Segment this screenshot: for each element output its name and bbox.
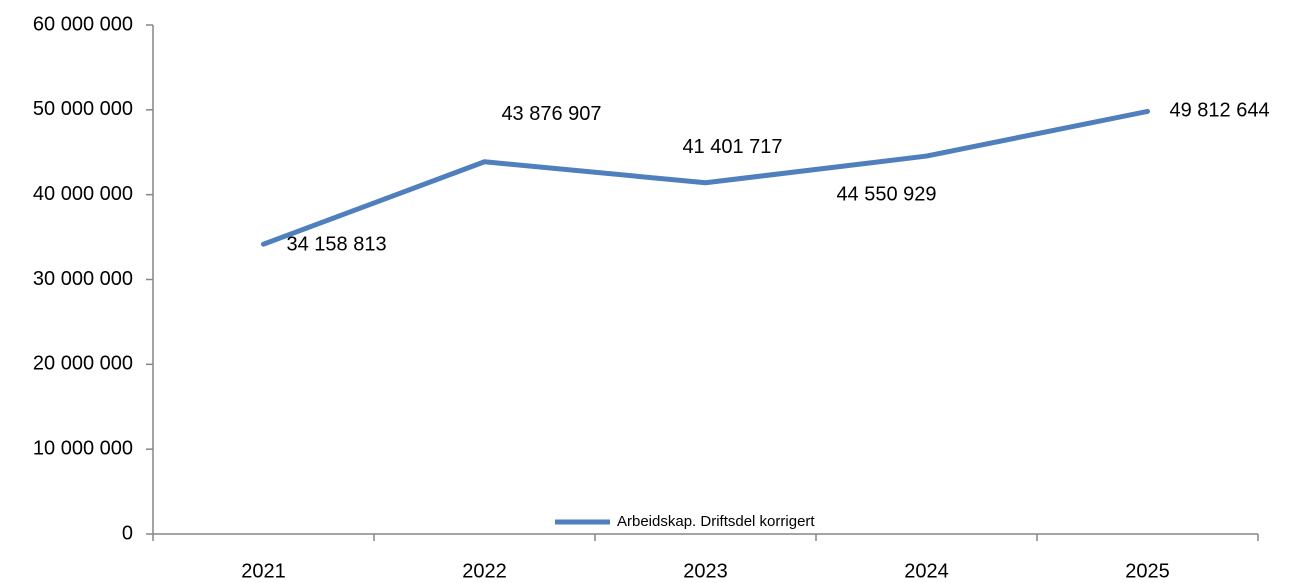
- y-tick-label: 20 000 000: [33, 353, 133, 375]
- y-tick-label: 60 000 000: [33, 13, 133, 35]
- data-label: 44 550 929: [836, 183, 936, 205]
- legend-label: Arbeidskap. Driftsdel korrigert: [617, 513, 815, 530]
- x-tick-label: 2023: [683, 560, 728, 582]
- data-label: 49 812 644: [1170, 100, 1270, 122]
- data-line: [261, 108, 1150, 247]
- data-label: 34 158 813: [287, 234, 387, 256]
- x-tick-label: 2024: [904, 560, 949, 582]
- data-label: 41 401 717: [682, 136, 782, 158]
- x-tick-label: 2021: [241, 560, 286, 582]
- y-tick-label: 40 000 000: [33, 183, 133, 205]
- y-tick-label: 10 000 000: [33, 437, 133, 459]
- y-tick-label: 50 000 000: [33, 98, 133, 120]
- x-tick-label: 2022: [462, 560, 507, 582]
- data-label: 43 876 907: [501, 103, 601, 125]
- x-tick-label: 2025: [1125, 560, 1170, 582]
- y-tick-label: 30 000 000: [33, 268, 133, 290]
- y-tick-label: 0: [122, 522, 133, 544]
